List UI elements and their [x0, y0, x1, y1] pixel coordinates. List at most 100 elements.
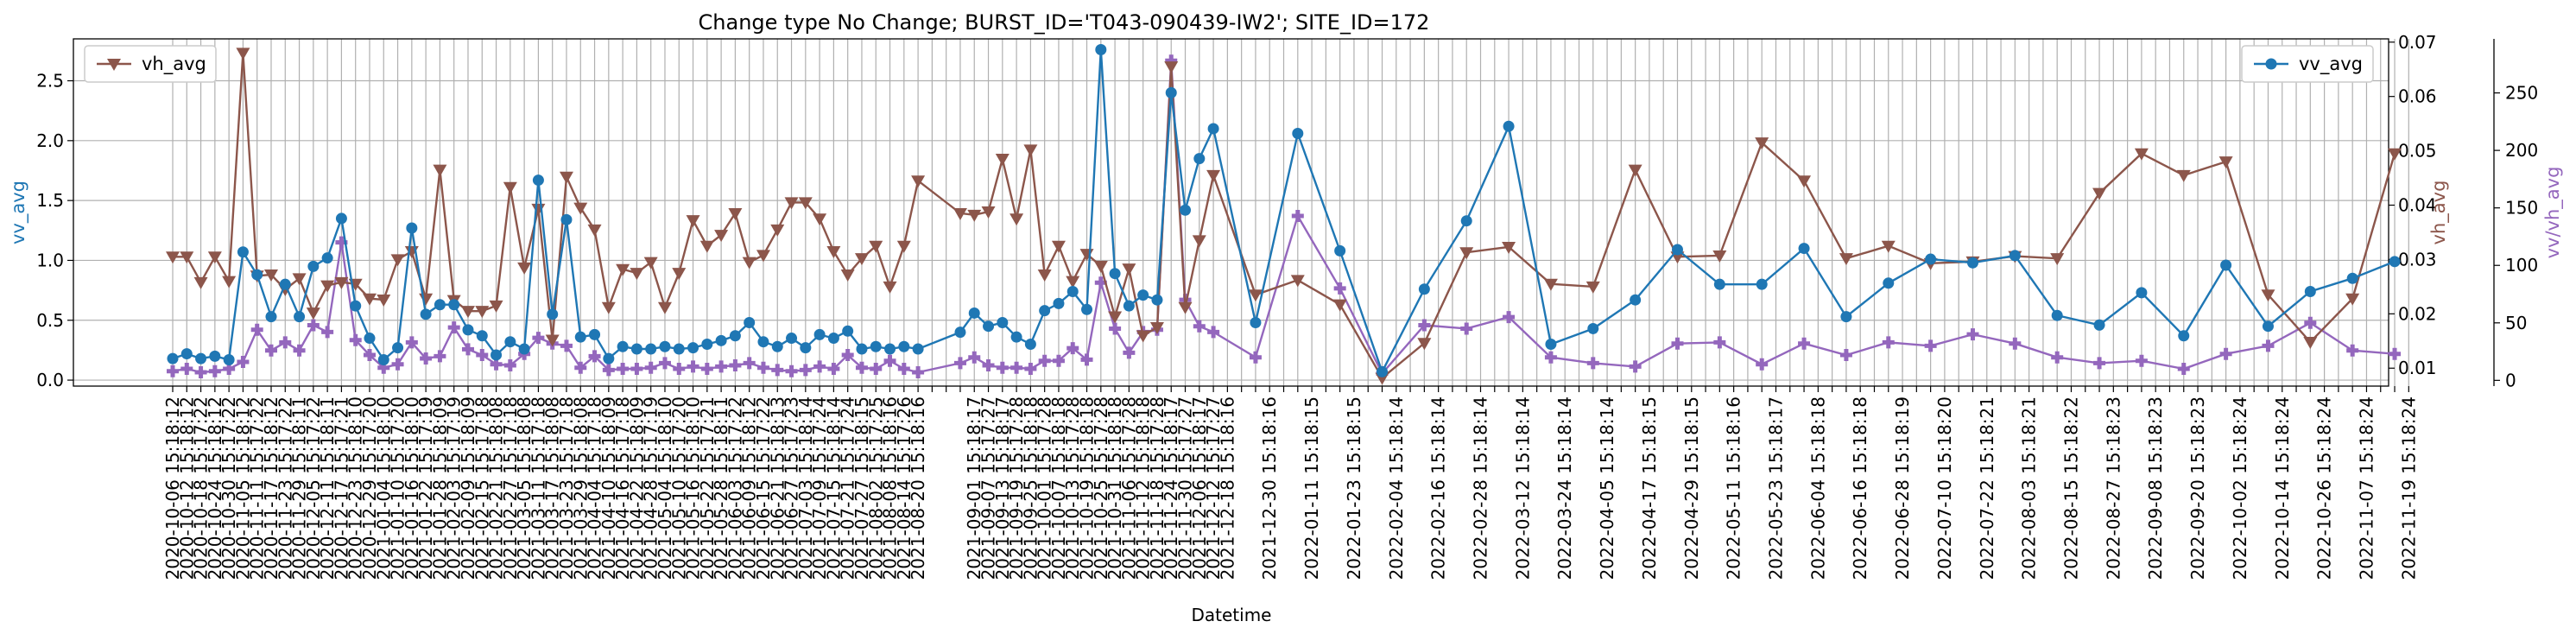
data-point	[1586, 357, 1599, 370]
data-point	[504, 336, 516, 348]
data-point	[2346, 272, 2358, 284]
x-tick-label: 2021-05-28 15:18:11	[711, 396, 731, 580]
data-point	[912, 366, 925, 379]
x-tick-label: 2021-11-18 15:17:28	[1147, 396, 1168, 580]
data-point	[757, 336, 769, 348]
data-point	[658, 357, 671, 370]
data-point	[1756, 358, 1769, 371]
data-point	[547, 308, 559, 320]
x-tick-label: 2021-10-19 15:18:18	[1077, 396, 1098, 580]
data-point	[1193, 153, 1206, 165]
x-tick-label: 2020-11-29 15:18:11	[289, 396, 310, 580]
data-point	[475, 306, 490, 319]
x-tick-label: 2021-06-21 15:18:13	[767, 396, 788, 580]
x-tick-label: 2022-09-08 15:18:23	[2145, 396, 2166, 580]
data-point	[953, 357, 966, 370]
data-point	[645, 343, 657, 355]
data-point	[207, 251, 222, 264]
data-point	[996, 361, 1009, 374]
data-point	[813, 360, 826, 373]
data-point	[2093, 319, 2105, 331]
data-point	[180, 363, 193, 376]
data-point	[601, 301, 616, 314]
right-tick-label: 0.05	[2398, 141, 2437, 162]
legend-vv-avg: vv_avg	[2241, 45, 2374, 83]
data-point	[687, 342, 699, 354]
chart-title: Change type No Change; BURST_ID='T043-09…	[699, 10, 1430, 35]
x-tick-label: 2022-03-12 15:18:14	[1512, 396, 1533, 580]
x-tick-label: 2021-01-16 15:18:10	[402, 396, 422, 580]
x-tick-label: 2021-05-22 15:17:21	[697, 396, 718, 580]
x-tick-label: 2022-02-16 15:18:14	[1428, 396, 1449, 580]
data-point	[1671, 337, 1684, 350]
data-point	[223, 363, 236, 376]
data-point	[433, 164, 447, 177]
data-point	[209, 350, 221, 362]
x-tick-label: 2021-12-30 15:18:16	[1259, 396, 1280, 580]
x-tick-label: 2021-02-21 15:18:08	[486, 396, 507, 580]
data-point	[307, 260, 320, 272]
far-right-tick-label: 250	[2505, 83, 2538, 104]
x-tick-label: 2021-05-16 15:18:10	[683, 396, 704, 580]
plot-frame	[73, 38, 2389, 387]
data-point	[1290, 275, 1305, 288]
data-point	[700, 363, 713, 376]
data-point	[1460, 215, 1472, 227]
x-tick-label: 2021-10-31 15:18:18	[1104, 396, 1125, 580]
data-point	[1332, 299, 1347, 312]
data-point	[363, 349, 376, 362]
data-point	[2136, 287, 2148, 299]
data-point	[827, 333, 839, 345]
data-point	[884, 343, 896, 355]
data-point	[491, 349, 503, 361]
data-point	[1137, 289, 1149, 301]
data-point	[307, 319, 320, 332]
x-tick-label: 2021-10-13 15:17:28	[1062, 396, 1083, 580]
x-tick-label: 2022-07-10 15:18:20	[1934, 396, 1955, 580]
series-vv/vh_avg	[167, 54, 2402, 380]
data-point	[1206, 169, 1221, 182]
data-point	[743, 357, 756, 370]
x-tick-label: 2021-07-03 15:18:14	[795, 396, 816, 580]
x-tick-label: 2021-02-03 15:17:19	[444, 396, 465, 580]
data-point	[2051, 351, 2064, 364]
data-point	[2134, 148, 2149, 161]
data-point	[2389, 256, 2401, 268]
x-tick-label: 2021-02-27 15:17:18	[500, 396, 521, 580]
data-point	[222, 276, 237, 288]
data-point	[1051, 240, 1066, 253]
data-point	[476, 349, 489, 362]
x-tick-label: 2022-02-04 15:18:14	[1386, 396, 1407, 580]
data-point	[223, 354, 235, 366]
left-tick-label: 1.0	[36, 250, 64, 270]
data-point	[644, 361, 657, 374]
x-tick-label: 2022-06-28 15:18:19	[1892, 396, 1913, 580]
right-tick-label: 0.04	[2398, 195, 2437, 216]
data-point	[2135, 354, 2148, 367]
data-point	[869, 240, 883, 253]
far-right-tick-label: 100	[2505, 255, 2538, 276]
data-point	[1136, 330, 1150, 343]
series-layer	[166, 43, 2402, 385]
data-point	[560, 213, 573, 225]
far-right-tick-label: 150	[2505, 198, 2538, 219]
data-point	[350, 300, 362, 312]
data-point	[503, 181, 517, 194]
data-point	[883, 354, 896, 367]
data-point	[294, 311, 306, 323]
data-point	[2303, 337, 2318, 350]
data-point	[1377, 365, 1389, 377]
x-tick-label: 2021-06-03 15:17:22	[725, 396, 745, 580]
data-point	[1024, 363, 1037, 376]
data-point	[559, 171, 573, 184]
x-tick-label: 2021-06-15 15:17:22	[753, 396, 774, 580]
data-point	[264, 344, 277, 357]
data-point	[896, 240, 911, 253]
data-point	[293, 344, 306, 357]
data-point	[659, 340, 671, 352]
data-point	[616, 263, 630, 276]
data-point	[1010, 361, 1023, 374]
data-point	[1108, 311, 1123, 324]
data-point	[587, 224, 602, 237]
